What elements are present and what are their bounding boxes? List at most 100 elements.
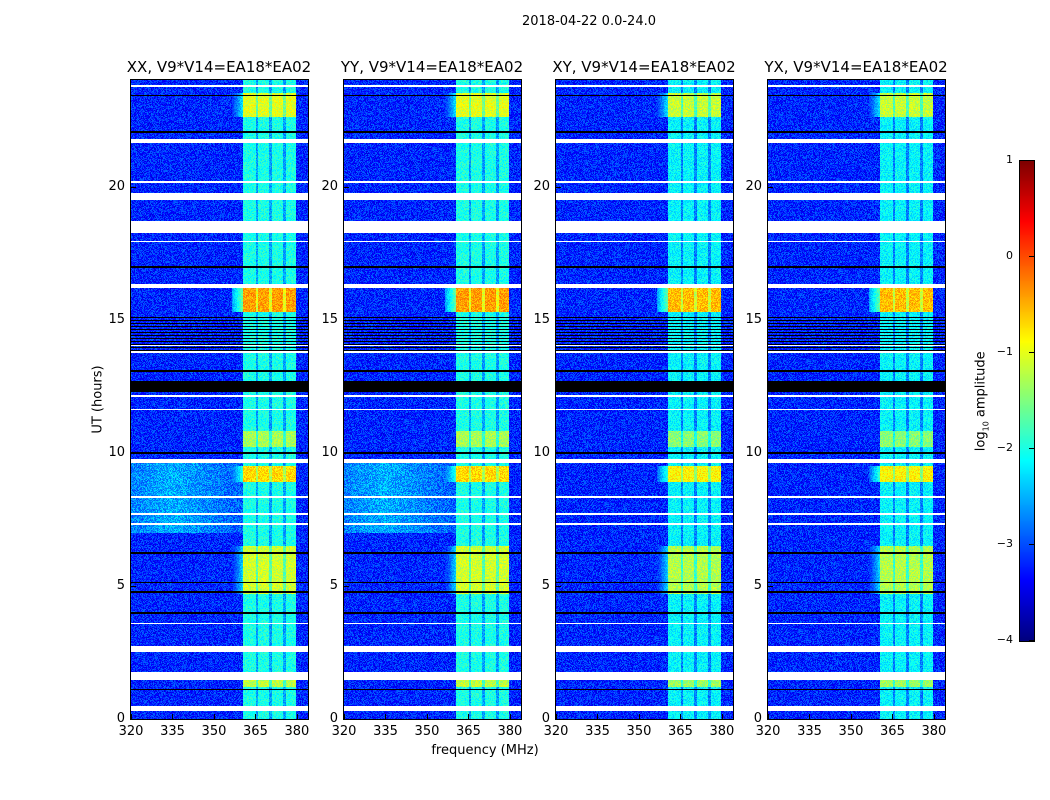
x-tick (933, 714, 935, 719)
y-tick-label: 20 (533, 178, 550, 194)
heatmap-image (344, 80, 521, 719)
panel-title: XY, V9*V14=EA18*EA02 (552, 58, 736, 76)
y-tick-label: 5 (116, 577, 125, 593)
y-tick (344, 452, 349, 454)
y-tick (556, 186, 561, 188)
x-tick-label: 335 (373, 724, 398, 739)
y-tick-label: 15 (321, 311, 338, 327)
y-tick-label: 0 (329, 711, 338, 726)
x-tick-label: 365 (456, 724, 481, 739)
x-tick-label: 320 (118, 724, 144, 739)
heatmap-image (556, 80, 733, 719)
x-tick-label: 350 (626, 724, 652, 739)
x-tick-label: 320 (543, 724, 569, 739)
heatmap-image (768, 80, 945, 719)
x-tick-label: 350 (838, 724, 864, 739)
colorbar-tick (1029, 352, 1034, 353)
x-tick-label: 365 (243, 724, 268, 739)
heatmap-panel (767, 79, 946, 720)
y-tick-label: 10 (533, 444, 550, 460)
colorbar-tick-label: 1 (1006, 153, 1013, 166)
heatmap-panel (343, 79, 522, 720)
y-tick (768, 186, 773, 188)
panel-title: YX, V9*V14=EA18*EA02 (764, 58, 948, 76)
y-tick-label: 5 (541, 577, 550, 593)
x-tick (638, 714, 640, 719)
x-tick (426, 714, 428, 719)
y-tick-label: 15 (745, 311, 762, 327)
x-tick-label: 380 (921, 724, 947, 739)
x-tick (385, 714, 387, 719)
x-tick (809, 714, 811, 719)
x-tick-label: 380 (284, 724, 310, 739)
x-tick-label: 320 (331, 724, 357, 739)
y-tick-label: 20 (321, 178, 338, 194)
y-tick (344, 186, 349, 188)
y-tick-label: 5 (753, 577, 762, 593)
x-tick (255, 714, 257, 719)
y-tick-label: 20 (108, 178, 125, 194)
colorbar (1019, 160, 1035, 642)
y-tick (131, 585, 136, 587)
colorbar-tick-label: 0 (1006, 249, 1013, 262)
y-tick-label: 10 (745, 444, 762, 460)
x-tick-label: 335 (585, 724, 610, 739)
y-tick-label: 10 (108, 444, 125, 460)
y-tick (131, 719, 136, 720)
x-tick-label: 350 (414, 724, 440, 739)
x-tick-label: 380 (497, 724, 523, 739)
x-tick (172, 714, 174, 719)
x-tick-label: 335 (160, 724, 185, 739)
x-tick (296, 714, 298, 719)
heatmap-panel (555, 79, 734, 720)
y-tick (131, 452, 136, 454)
colorbar-tick (1029, 544, 1034, 545)
y-tick (768, 719, 773, 720)
y-tick (556, 319, 561, 321)
y-tick (556, 585, 561, 587)
x-tick (768, 714, 769, 719)
x-tick-label: 320 (755, 724, 781, 739)
x-tick-label: 350 (201, 724, 227, 739)
colorbar-tick (1029, 448, 1034, 449)
panel-title: XX, V9*V14=EA18*EA02 (126, 58, 312, 76)
y-axis-label: UT (hours) (90, 365, 106, 434)
y-tick (344, 319, 349, 321)
colorbar-tick (1029, 160, 1034, 161)
x-tick-label: 380 (709, 724, 735, 739)
x-tick (131, 714, 132, 719)
x-tick (556, 714, 557, 719)
x-tick (721, 714, 723, 719)
y-tick (768, 585, 773, 587)
colorbar-tick-label: −1 (996, 345, 1013, 358)
colorbar-tick-label: −3 (996, 537, 1013, 550)
y-tick (344, 585, 349, 587)
y-tick (344, 719, 349, 720)
x-tick-label: 365 (668, 724, 693, 739)
y-tick (556, 452, 561, 454)
x-tick (597, 714, 599, 719)
y-tick-label: 20 (745, 178, 762, 194)
colorbar-tick-label: −4 (996, 633, 1013, 646)
y-tick (768, 319, 773, 321)
panel-title: YY, V9*V14=EA18*EA02 (340, 58, 524, 76)
colorbar-tick (1029, 256, 1034, 257)
y-tick-label: 0 (116, 711, 125, 726)
y-tick-label: 10 (321, 444, 338, 460)
x-tick (509, 714, 511, 719)
heatmap-panel (130, 79, 309, 720)
y-tick (556, 719, 561, 720)
y-tick-label: 0 (753, 711, 762, 726)
x-tick (850, 714, 852, 719)
colorbar-tick-label: −2 (996, 441, 1013, 454)
colorbar-tick (1029, 640, 1034, 641)
y-tick-label: 5 (329, 577, 338, 593)
x-axis-label: frequency (MHz) (431, 743, 539, 758)
y-tick-label: 0 (541, 711, 550, 726)
x-tick (213, 714, 215, 719)
heatmap-image (131, 80, 308, 719)
y-tick-label: 15 (533, 311, 550, 327)
x-tick (468, 714, 470, 719)
x-tick (680, 714, 682, 719)
